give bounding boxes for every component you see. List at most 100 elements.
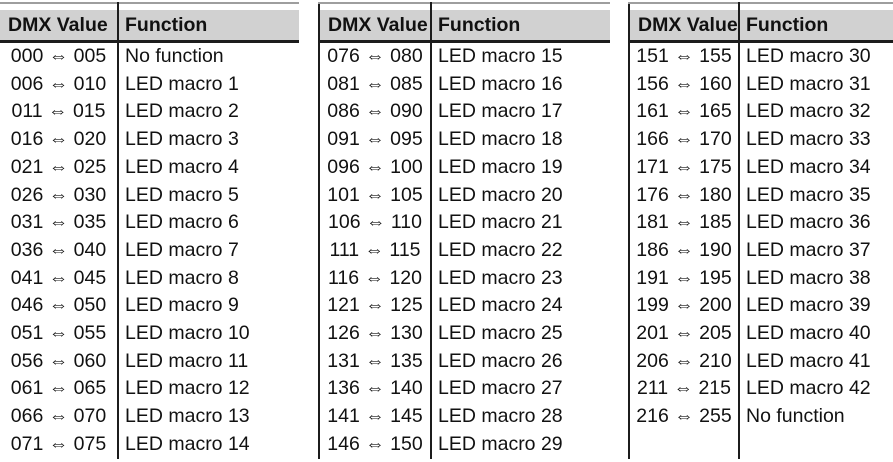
table-row: 031 ⇔ 035 LED macro 6 [0, 209, 299, 237]
function-cell: LED macro 28 [430, 403, 610, 431]
function-cell: LED macro 25 [430, 320, 610, 348]
table-row: 111 ⇔ 115 LED macro 22 [319, 236, 610, 265]
dmx-value-cell: 151 ⇔ 155 [636, 45, 732, 67]
table-row: 131 ⇔ 135 LED macro 26 [319, 347, 610, 376]
dmx-value-header: DMX Value [629, 3, 739, 43]
function-cell [738, 430, 893, 459]
function-cell: LED macro 1 [117, 70, 299, 99]
function-cell: No function [117, 41, 299, 71]
function-cell: LED macro 9 [117, 292, 299, 321]
table-row: 186 ⇔ 190 LED macro 37 [629, 236, 893, 265]
function-cell: LED macro 18 [430, 126, 610, 154]
dmx-value-cell: 126 ⇔ 130 [327, 322, 423, 345]
dmx-value-cell: 046 ⇔ 050 [10, 294, 107, 317]
function-cell: LED macro 33 [738, 126, 893, 154]
dmx-value-cell: 116 ⇔ 120 [328, 266, 422, 289]
function-cell: LED macro 42 [738, 375, 893, 404]
function-cell: LED macro 2 [117, 98, 299, 127]
dmx-value-cell: 006 ⇔ 010 [10, 72, 107, 95]
dmx-value-cell: 076 ⇔ 080 [327, 45, 423, 67]
table-row: 061 ⇔ 065 LED macro 12 [0, 375, 299, 404]
dmx-value-cell: 186 ⇔ 190 [636, 238, 732, 261]
table-row: 071 ⇔ 075 LED macro 14 [0, 430, 299, 459]
dmx-value-cell: 000 ⇔ 005 [10, 45, 107, 67]
table-row: 006 ⇔ 010 LED macro 1 [0, 70, 299, 99]
dmx-value-cell: 016 ⇔ 020 [10, 128, 107, 151]
dmx-value-cell: 131 ⇔ 135 [327, 349, 423, 372]
function-cell: LED macro 14 [117, 430, 299, 459]
table-row: 076 ⇔ 080 LED macro 15 [319, 41, 610, 71]
function-cell: LED macro 32 [738, 98, 893, 127]
table-row: 141 ⇔ 145 LED macro 28 [319, 403, 610, 431]
function-cell: LED macro 4 [117, 153, 299, 182]
function-cell: LED macro 37 [738, 236, 893, 265]
table-row: 011 ⇔ 015 LED macro 2 [0, 98, 299, 127]
function-cell: LED macro 20 [430, 181, 610, 210]
table-row [629, 430, 893, 459]
header-row: DMX Value Function [319, 3, 610, 43]
dmx-value-cell: 216 ⇔ 255 [636, 405, 732, 428]
function-cell: LED macro 41 [738, 347, 893, 376]
function-cell: LED macro 19 [430, 153, 610, 182]
table-row: 161 ⇔ 165 LED macro 32 [629, 98, 893, 127]
dmx-value-cell [629, 431, 739, 459]
function-cell: LED macro 11 [117, 347, 299, 376]
table-row: 151 ⇔ 155 LED macro 30 [629, 41, 893, 71]
table-row: 051 ⇔ 055 LED macro 10 [0, 320, 299, 348]
function-cell: LED macro 3 [117, 126, 299, 154]
dmx-value-cell: 071 ⇔ 075 [10, 432, 107, 455]
table-row: 021 ⇔ 025 LED macro 4 [0, 153, 299, 182]
dmx-value-cell: 141 ⇔ 145 [327, 405, 423, 428]
table-row: 216 ⇔ 255 No function [629, 403, 893, 431]
dmx-value-cell: 051 ⇔ 055 [10, 322, 107, 345]
table-row: 201 ⇔ 205 LED macro 40 [629, 320, 893, 348]
function-cell: LED macro 16 [430, 70, 610, 99]
dmx-value-cell: 121 ⇔ 125 [327, 294, 423, 317]
function-cell: LED macro 22 [430, 236, 610, 265]
function-cell: LED macro 10 [117, 320, 299, 348]
dmx-value-cell: 036 ⇔ 040 [10, 238, 107, 261]
table-row: 206 ⇔ 210 LED macro 41 [629, 347, 893, 376]
function-cell: LED macro 34 [738, 153, 893, 182]
function-cell: LED macro 29 [430, 430, 610, 459]
table-row: 046 ⇔ 050 LED macro 9 [0, 292, 299, 321]
table-row: 146 ⇔ 150 LED macro 29 [319, 430, 610, 459]
dmx-table-group-3: DMX Value Function 151 ⇔ 155 LED macro 30… [628, 2, 893, 459]
function-cell: LED macro 31 [738, 70, 893, 99]
table-row: 166 ⇔ 170 LED macro 33 [629, 126, 893, 154]
table-row: 106 ⇔ 110 LED macro 21 [319, 209, 610, 237]
function-cell: LED macro 5 [117, 181, 299, 210]
dmx-value-cell: 136 ⇔ 140 [327, 377, 423, 400]
dmx-value-cell: 106 ⇔ 110 [328, 211, 422, 234]
header-row: DMX Value Function [629, 3, 893, 43]
dmx-value-cell: 206 ⇔ 210 [636, 349, 732, 372]
function-cell: LED macro 13 [117, 403, 299, 431]
table-row: 081 ⇔ 085 LED macro 16 [319, 70, 610, 99]
dmx-value-cell: 161 ⇔ 165 [636, 100, 732, 123]
table-row: 041 ⇔ 045 LED macro 8 [0, 264, 299, 293]
dmx-value-cell: 166 ⇔ 170 [636, 128, 732, 151]
function-header: Function [738, 3, 893, 43]
dmx-value-cell: 181 ⇔ 185 [636, 211, 732, 234]
table-row: 171 ⇔ 175 LED macro 34 [629, 153, 893, 182]
table-row: 056 ⇔ 060 LED macro 11 [0, 347, 299, 376]
dmx-value-cell: 199 ⇔ 200 [636, 294, 732, 317]
function-cell: No function [738, 403, 893, 431]
dmx-value-cell: 111 ⇔ 115 [329, 238, 421, 261]
function-cell: LED macro 39 [738, 292, 893, 321]
table-row: 176 ⇔ 180 LED macro 35 [629, 181, 893, 210]
dmx-value-cell: 041 ⇔ 045 [10, 266, 107, 289]
dmx-value-cell: 056 ⇔ 060 [10, 349, 107, 372]
dmx-value-cell: 191 ⇔ 195 [636, 266, 732, 289]
table-row: 136 ⇔ 140 LED macro 27 [319, 375, 610, 404]
dmx-value-cell: 146 ⇔ 150 [327, 432, 423, 455]
function-cell: LED macro 26 [430, 347, 610, 376]
function-cell: LED macro 23 [430, 264, 610, 293]
dmx-value-cell: 026 ⇔ 030 [10, 183, 107, 206]
function-cell: LED macro 38 [738, 264, 893, 293]
function-cell: LED macro 6 [117, 209, 299, 237]
dmx-value-cell: 011 ⇔ 015 [11, 100, 106, 123]
dmx-value-cell: 021 ⇔ 025 [10, 155, 107, 178]
table-row: 199 ⇔ 200 LED macro 39 [629, 292, 893, 321]
